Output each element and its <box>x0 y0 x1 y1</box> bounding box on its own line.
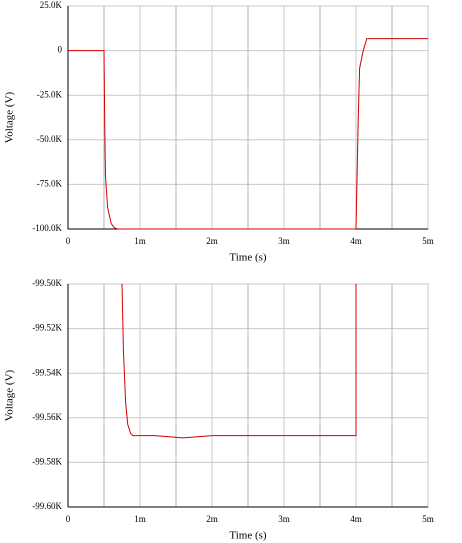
x-tick-label: 5m <box>422 236 434 246</box>
y-tick-label: -50.0K <box>37 134 63 144</box>
y-axis-label: Voltage (V) <box>4 91 16 143</box>
x-tick-label: 0 <box>66 236 71 246</box>
x-tick-label: 2m <box>206 514 218 524</box>
x-tick-label: 3m <box>278 514 290 524</box>
x-axis-label: Time (s) <box>229 252 267 264</box>
y-tick-label: -99.54K <box>32 367 62 377</box>
x-tick-label: 0 <box>66 514 71 524</box>
y-tick-label: -99.50K <box>32 278 62 288</box>
y-tick-label: -75.0K <box>37 178 63 188</box>
y-tick-label: -100.0K <box>32 223 62 233</box>
x-axis-label: Time (s) <box>229 530 267 542</box>
x-tick-label: 2m <box>206 236 218 246</box>
x-tick-label: 4m <box>350 514 362 524</box>
y-tick-label: -99.52K <box>32 323 62 333</box>
x-tick-label: 1m <box>134 236 146 246</box>
y-tick-label: -99.56K <box>32 412 62 422</box>
y-tick-label: -25.0K <box>37 89 63 99</box>
x-tick-label: 1m <box>134 514 146 524</box>
y-tick-label: 25.0K <box>40 0 63 10</box>
y-tick-label: -99.60K <box>32 501 62 511</box>
x-tick-label: 3m <box>278 236 290 246</box>
y-axis-label: Voltage (V) <box>4 369 16 421</box>
y-tick-label: 0 <box>58 45 63 55</box>
line <box>68 38 428 230</box>
x-tick-label: 5m <box>422 514 434 524</box>
line <box>121 283 357 439</box>
x-tick-label: 4m <box>350 236 362 246</box>
y-tick-label: -99.58K <box>32 456 62 466</box>
